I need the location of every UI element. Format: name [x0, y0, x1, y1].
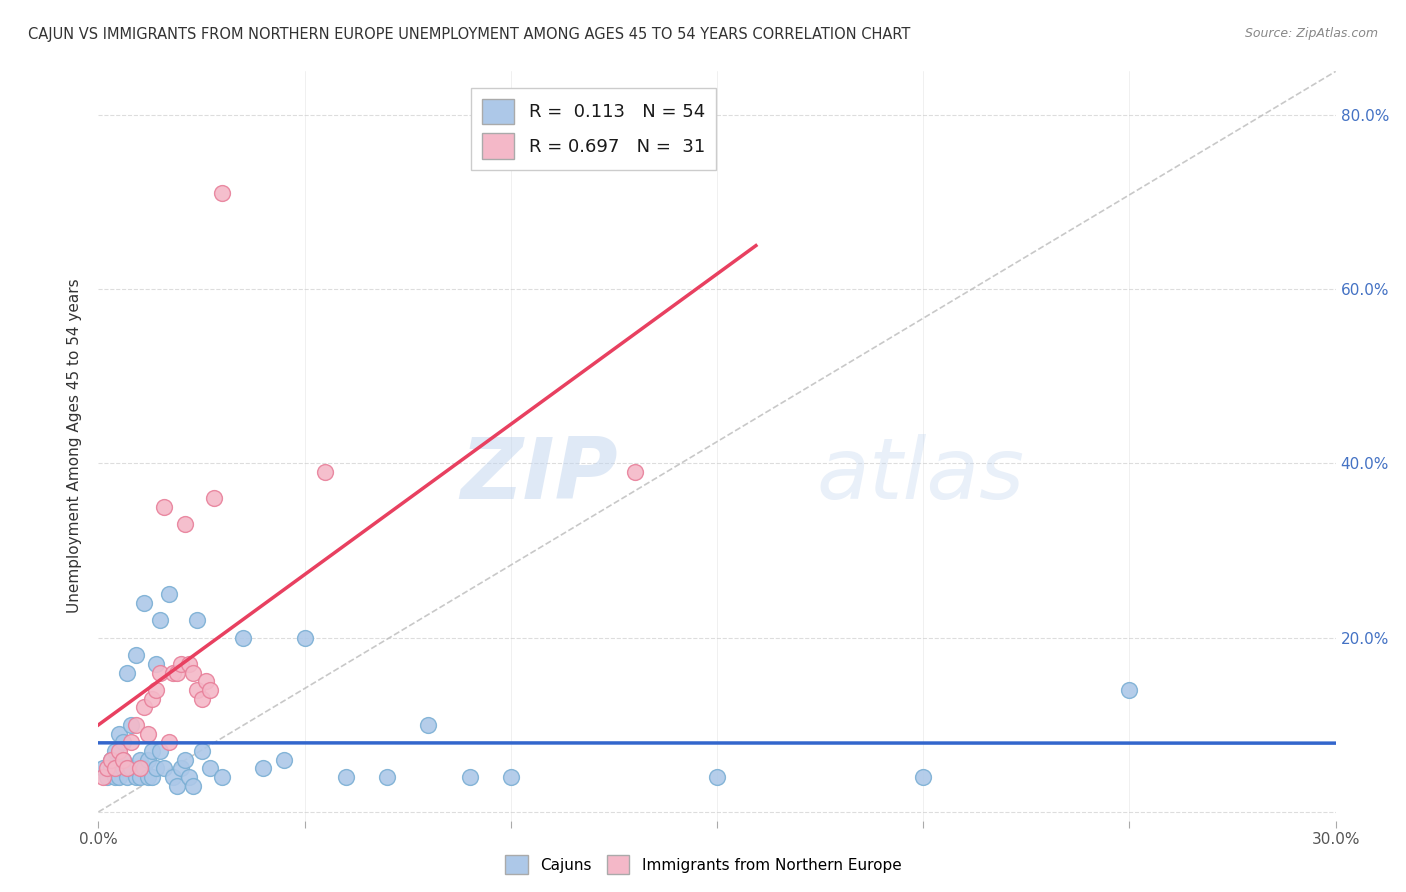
- Point: [120, 761, 142, 775]
- Point: [181, 665, 204, 680]
- Point: [120, 718, 142, 732]
- Point: [117, 770, 139, 784]
- Point: [198, 761, 221, 775]
- Point: [186, 682, 208, 697]
- Point: [124, 718, 146, 732]
- Point: [112, 761, 135, 775]
- Point: [166, 665, 188, 680]
- Point: [149, 613, 172, 627]
- Point: [153, 500, 176, 514]
- Point: [132, 700, 155, 714]
- Point: [112, 753, 135, 767]
- Point: [232, 631, 254, 645]
- Point: [108, 744, 131, 758]
- Point: [132, 761, 155, 775]
- Point: [104, 744, 127, 758]
- Point: [145, 657, 167, 671]
- Point: [108, 726, 131, 740]
- Point: [117, 665, 139, 680]
- Legend: R =  0.113   N = 54, R = 0.697   N =  31: R = 0.113 N = 54, R = 0.697 N = 31: [471, 88, 716, 169]
- Point: [100, 761, 122, 775]
- Point: [211, 186, 233, 201]
- Point: [141, 770, 163, 784]
- Point: [136, 753, 159, 767]
- Point: [136, 770, 159, 784]
- Point: [335, 770, 357, 784]
- Point: [706, 770, 728, 784]
- Point: [157, 735, 180, 749]
- Point: [181, 779, 204, 793]
- Point: [91, 761, 114, 775]
- Point: [179, 770, 201, 784]
- Point: [124, 648, 146, 662]
- Point: [418, 718, 440, 732]
- Point: [145, 682, 167, 697]
- Point: [1118, 682, 1140, 697]
- Point: [112, 753, 135, 767]
- Point: [149, 744, 172, 758]
- Point: [273, 753, 295, 767]
- Point: [108, 761, 131, 775]
- Point: [104, 770, 127, 784]
- Point: [252, 761, 274, 775]
- Point: [198, 682, 221, 697]
- Point: [153, 761, 176, 775]
- Point: [458, 770, 481, 784]
- Point: [912, 770, 935, 784]
- Point: [91, 770, 114, 784]
- Point: [294, 631, 316, 645]
- Point: [166, 779, 188, 793]
- Point: [202, 491, 225, 506]
- Point: [96, 761, 118, 775]
- Point: [96, 770, 118, 784]
- Point: [314, 465, 336, 479]
- Point: [128, 753, 150, 767]
- Text: CAJUN VS IMMIGRANTS FROM NORTHERN EUROPE UNEMPLOYMENT AMONG AGES 45 TO 54 YEARS : CAJUN VS IMMIGRANTS FROM NORTHERN EUROPE…: [28, 27, 911, 42]
- Point: [108, 770, 131, 784]
- Point: [174, 753, 197, 767]
- Point: [120, 735, 142, 749]
- Text: Source: ZipAtlas.com: Source: ZipAtlas.com: [1244, 27, 1378, 40]
- Point: [190, 691, 212, 706]
- Point: [100, 753, 122, 767]
- Point: [104, 761, 127, 775]
- Point: [157, 587, 180, 601]
- Point: [375, 770, 398, 784]
- Point: [162, 665, 184, 680]
- Point: [499, 770, 522, 784]
- Text: atlas: atlas: [815, 434, 1024, 517]
- Point: [132, 596, 155, 610]
- Point: [124, 770, 146, 784]
- Point: [145, 761, 167, 775]
- Text: ZIP: ZIP: [460, 434, 619, 517]
- Point: [194, 674, 217, 689]
- Point: [623, 465, 645, 479]
- Point: [170, 657, 193, 671]
- Point: [141, 691, 163, 706]
- Point: [128, 761, 150, 775]
- Point: [149, 665, 172, 680]
- Point: [170, 761, 193, 775]
- Point: [162, 770, 184, 784]
- Legend: Cajuns, Immigrants from Northern Europe: Cajuns, Immigrants from Northern Europe: [499, 849, 907, 880]
- Point: [112, 735, 135, 749]
- Point: [128, 770, 150, 784]
- Point: [190, 744, 212, 758]
- Point: [117, 761, 139, 775]
- Point: [179, 657, 201, 671]
- Point: [141, 744, 163, 758]
- Y-axis label: Unemployment Among Ages 45 to 54 years: Unemployment Among Ages 45 to 54 years: [67, 278, 83, 614]
- Point: [136, 726, 159, 740]
- Point: [186, 613, 208, 627]
- Point: [211, 770, 233, 784]
- Point: [174, 517, 197, 532]
- Point: [100, 753, 122, 767]
